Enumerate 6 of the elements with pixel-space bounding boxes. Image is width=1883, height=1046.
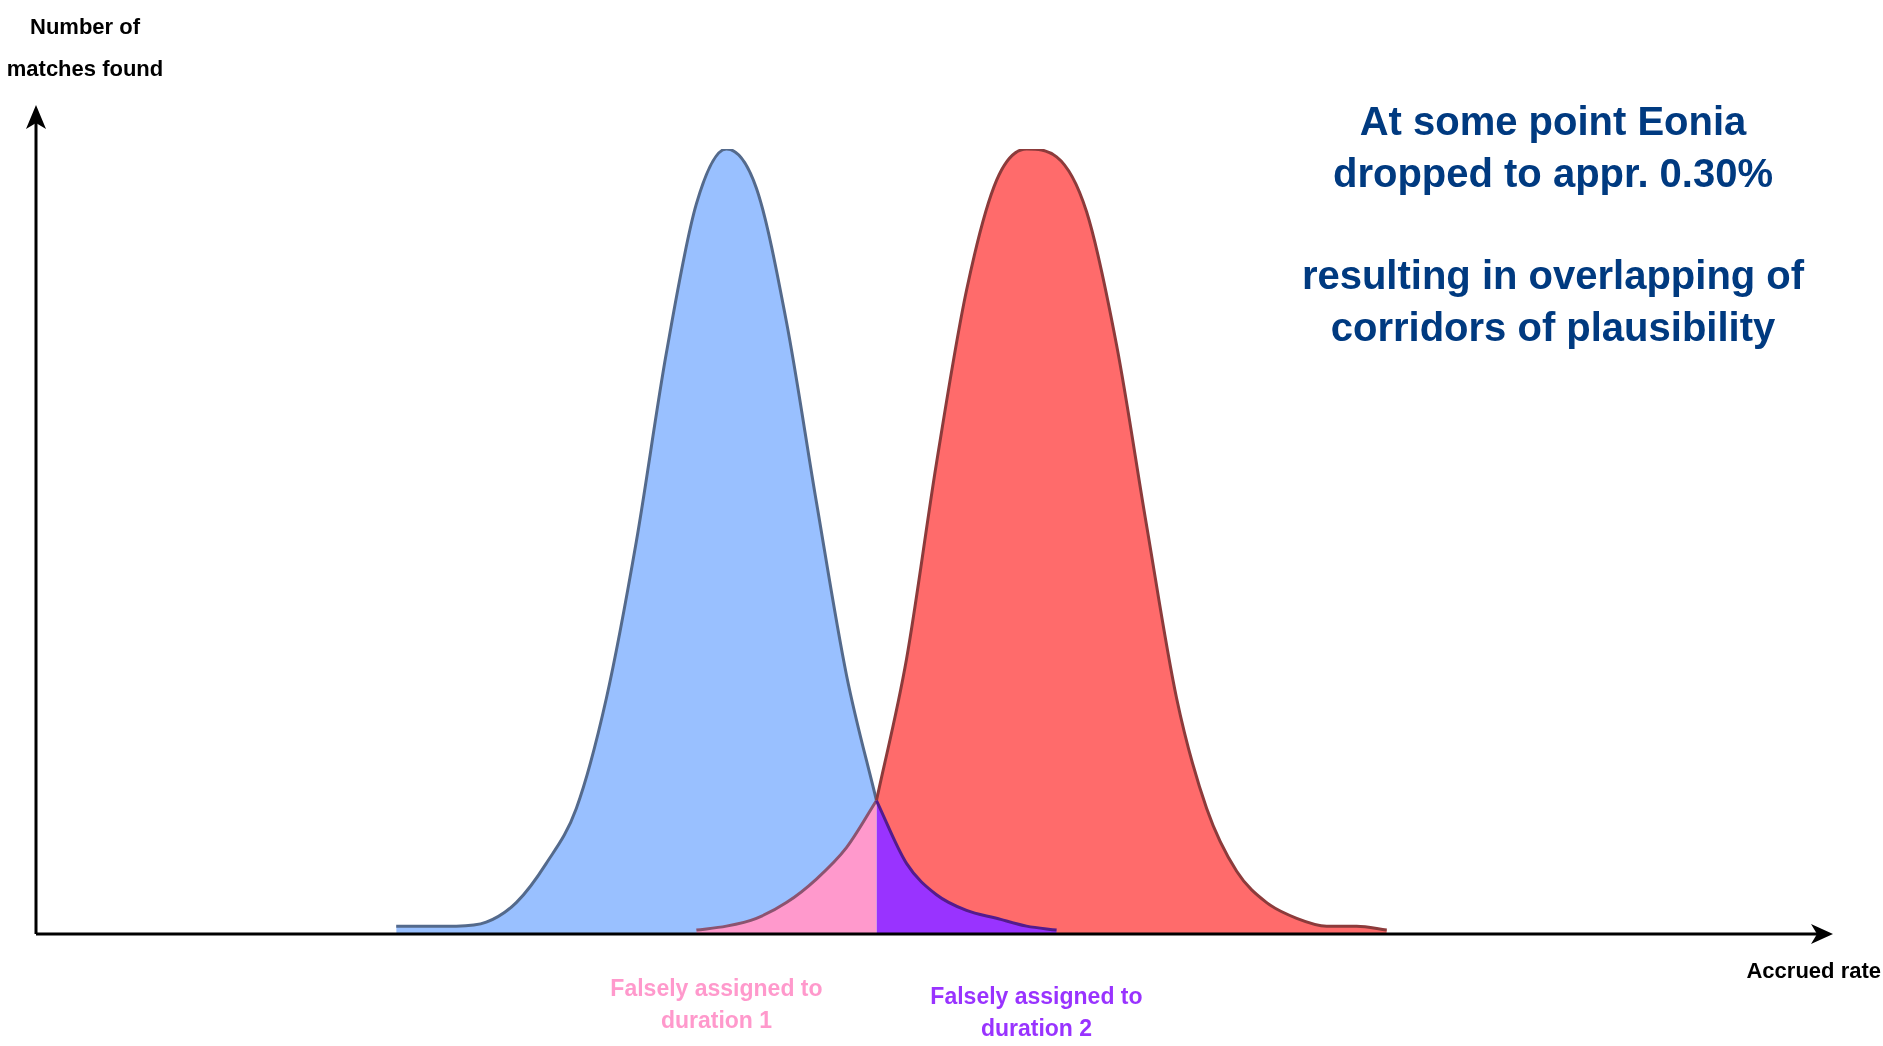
x-axis-title: Accrued rate	[1746, 958, 1881, 984]
annotation: resulting in overlapping of corridors of plausibility	[1300, 252, 1806, 351]
text: Falsely assigned to duration 2	[929, 982, 1144, 1043]
series-label: Falsely assigned to duration 1	[609, 974, 824, 1035]
y-axis-title: Number of matches found	[5, 13, 165, 83]
annotation: At some point Eonia dropped to appr. 0.30%	[1331, 98, 1775, 197]
